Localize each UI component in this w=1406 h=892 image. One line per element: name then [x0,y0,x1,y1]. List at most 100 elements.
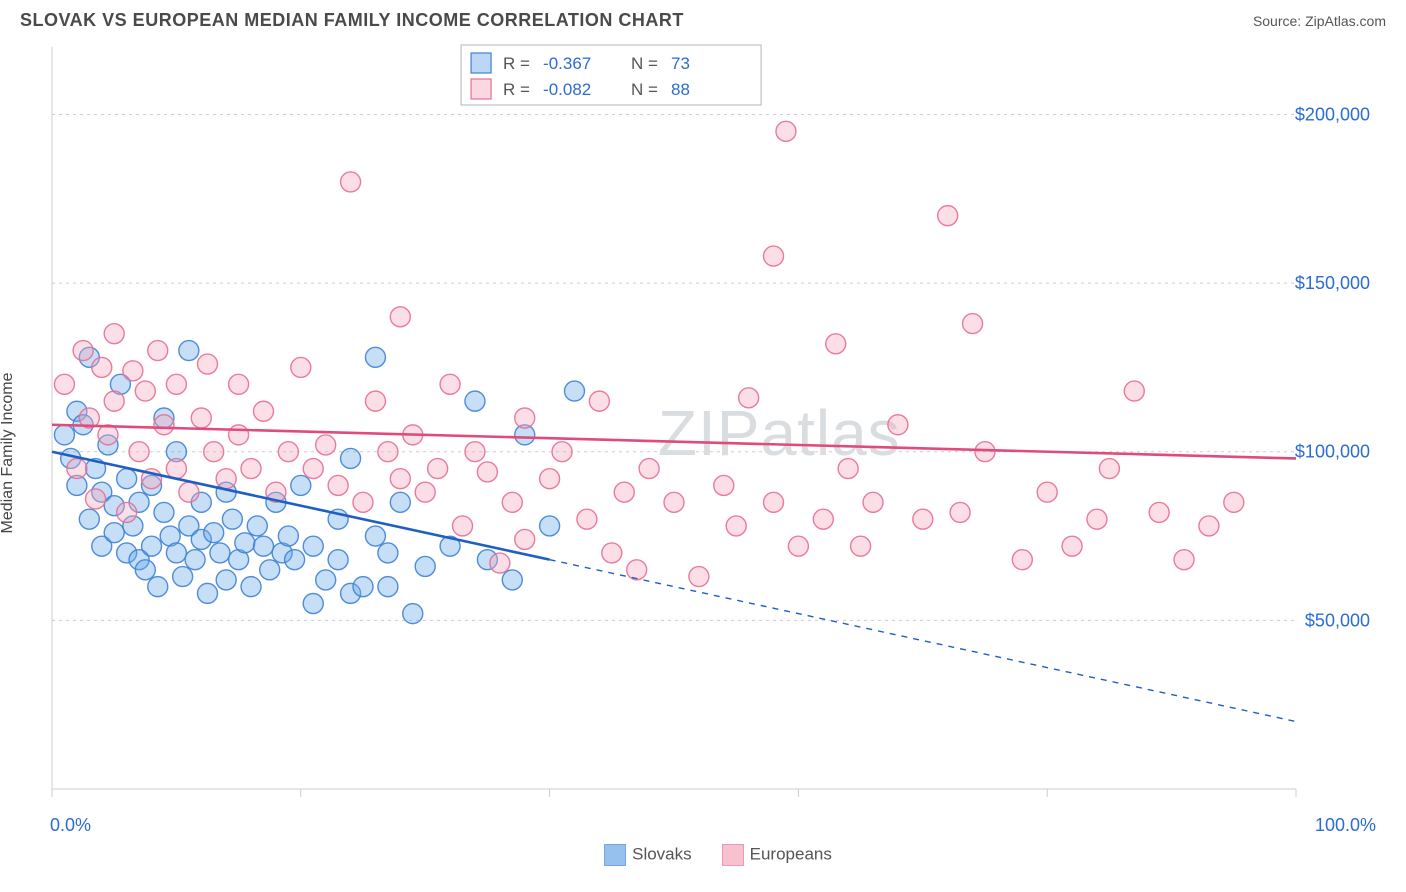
legend-label: Slovaks [632,844,692,863]
data-point [135,381,155,401]
data-point [216,469,236,489]
data-point [235,533,255,553]
data-point [888,415,908,435]
data-point [303,594,323,614]
data-point [166,543,186,563]
data-point [502,570,522,590]
data-point [776,121,796,141]
data-point [185,550,205,570]
data-point [428,459,448,479]
data-point [639,459,659,479]
data-point [166,459,186,479]
data-point [577,509,597,529]
legend-stat: 88 [671,80,690,99]
data-point [1012,550,1032,570]
data-point [938,206,958,226]
data-point [1124,381,1144,401]
data-point [253,536,273,556]
data-point [353,577,373,597]
data-point [477,462,497,482]
chart-area: Median Family Income $50,000$100,000$150… [50,39,1386,866]
y-tick-label: $50,000 [1305,610,1370,630]
data-point [826,334,846,354]
data-point [316,435,336,455]
legend-stat: R = [503,80,530,99]
data-point [278,442,298,462]
trend-line-extrapolated [550,560,1296,722]
data-point [1037,482,1057,502]
data-point [328,550,348,570]
x-axis-labels: 0.0% 100.0% [50,815,1376,836]
legend-stat: N = [631,54,658,73]
data-point [148,577,168,597]
legend-label: Europeans [750,844,832,863]
data-point [204,442,224,462]
data-point [1062,536,1082,556]
data-point [975,442,995,462]
data-point [1224,492,1244,512]
data-point [104,523,124,543]
legend-stat: R = [503,54,530,73]
data-point [353,492,373,512]
data-point [378,577,398,597]
data-point [440,374,460,394]
data-point [291,475,311,495]
scatter-chart-svg: $50,000$100,000$150,000$200,000ZIPatlasR… [50,39,1376,809]
legend-stat: N = [631,80,658,99]
data-point [490,553,510,573]
data-point [390,492,410,512]
data-point [54,374,74,394]
data-point [79,509,99,529]
data-point [148,341,168,361]
data-point [739,388,759,408]
data-point [465,391,485,411]
legend-swatch [471,53,491,73]
data-point [222,509,242,529]
legend-stat: 73 [671,54,690,73]
data-point [552,442,572,462]
data-point [390,469,410,489]
data-point [135,560,155,580]
data-point [378,543,398,563]
y-tick-label: $200,000 [1295,104,1370,124]
data-point [764,492,784,512]
legend-item: Europeans [722,844,832,866]
data-point [291,357,311,377]
data-point [123,361,143,381]
data-point [260,560,280,580]
y-axis-label: Median Family Income [0,372,17,533]
data-point [253,401,273,421]
data-point [564,381,584,401]
data-point [788,536,808,556]
data-point [179,341,199,361]
data-point [154,415,174,435]
data-point [689,567,709,587]
data-point [664,492,684,512]
data-point [851,536,871,556]
data-point [838,459,858,479]
data-point [229,374,249,394]
data-point [54,425,74,445]
data-point [502,492,522,512]
data-point [303,536,323,556]
data-point [863,492,883,512]
legend-swatch [471,79,491,99]
chart-title: SLOVAK VS EUROPEAN MEDIAN FAMILY INCOME … [20,10,684,31]
data-point [540,469,560,489]
data-point [390,307,410,327]
data-point [341,448,361,468]
data-point [154,502,174,522]
data-point [403,604,423,624]
data-point [913,509,933,529]
data-point [210,543,230,563]
legend-swatch [604,844,626,866]
data-point [67,459,87,479]
legend-bottom: Slovaks Europeans [50,844,1386,866]
data-point [1099,459,1119,479]
x-axis-end-label: 100.0% [1315,815,1376,836]
data-point [465,442,485,462]
data-point [129,442,149,462]
data-point [614,482,634,502]
data-point [365,391,385,411]
data-point [328,475,348,495]
